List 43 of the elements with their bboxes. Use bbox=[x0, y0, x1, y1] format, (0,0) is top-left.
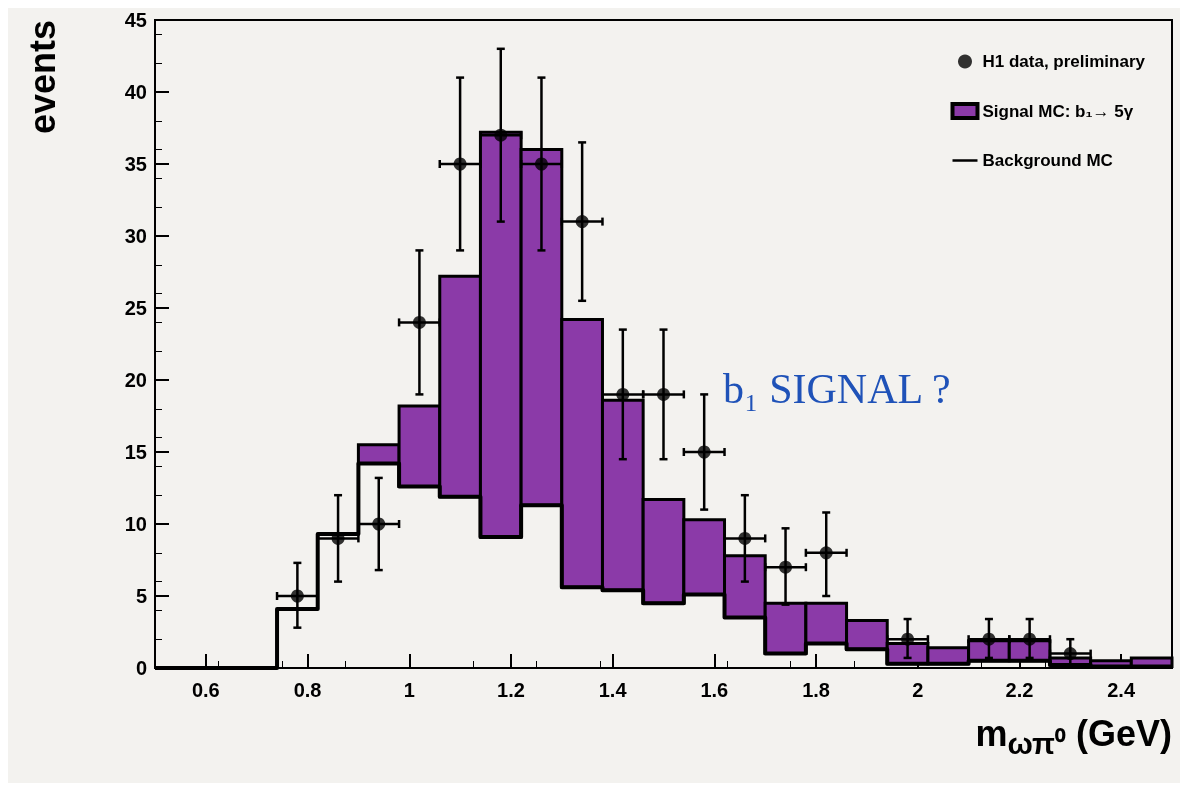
legend-label: Background MC bbox=[982, 151, 1113, 170]
annotation: b₁ SIGNAL ? bbox=[723, 366, 951, 412]
point bbox=[575, 215, 589, 229]
y-tick-label: 45 bbox=[124, 9, 147, 31]
point bbox=[372, 517, 386, 531]
y-tick-label: 20 bbox=[124, 369, 147, 391]
point bbox=[453, 157, 467, 171]
point bbox=[697, 445, 711, 459]
x-tick-label: 2.2 bbox=[1005, 679, 1034, 701]
x-tick-label: 1.8 bbox=[802, 679, 830, 701]
point bbox=[494, 128, 508, 142]
y-tick-label: 25 bbox=[124, 297, 147, 319]
y-tick-label: 35 bbox=[124, 153, 147, 175]
point bbox=[1023, 632, 1037, 646]
point bbox=[738, 531, 752, 545]
x-tick-label: 1 bbox=[403, 679, 415, 701]
point bbox=[290, 589, 304, 603]
x-tick-label: 0.6 bbox=[191, 679, 220, 701]
x-tick-label: 1.6 bbox=[700, 679, 729, 701]
legend-label: Signal MC: b₁→ 5γ bbox=[982, 101, 1134, 121]
x-axis-title: m$_{ωπ⁰}$ (GeV) bbox=[975, 713, 1172, 763]
point bbox=[1063, 647, 1077, 661]
x-tick-label: 1.4 bbox=[598, 679, 628, 701]
point bbox=[819, 546, 833, 560]
x-tick-label: 2.4 bbox=[1107, 679, 1136, 701]
point bbox=[982, 632, 996, 646]
point bbox=[779, 560, 793, 574]
point bbox=[616, 387, 630, 401]
point bbox=[657, 387, 670, 401]
x-tick-label: 0.8 bbox=[293, 679, 322, 701]
point bbox=[534, 157, 548, 171]
y-tick-label: 15 bbox=[124, 441, 147, 463]
point bbox=[412, 315, 426, 329]
legend-label: H1 data, preliminary bbox=[982, 52, 1146, 71]
y-axis-title: events bbox=[21, 20, 63, 135]
y-tick-label: 40 bbox=[124, 81, 147, 103]
y-tick-label: 10 bbox=[124, 513, 147, 535]
y-tick-label: 30 bbox=[124, 225, 147, 247]
point bbox=[901, 632, 915, 646]
y-tick-label: 0 bbox=[135, 657, 147, 679]
y-tick-label: 5 bbox=[135, 585, 147, 607]
x-tick-label: 2 bbox=[912, 679, 924, 701]
x-tick-label: 1.2 bbox=[497, 679, 525, 701]
